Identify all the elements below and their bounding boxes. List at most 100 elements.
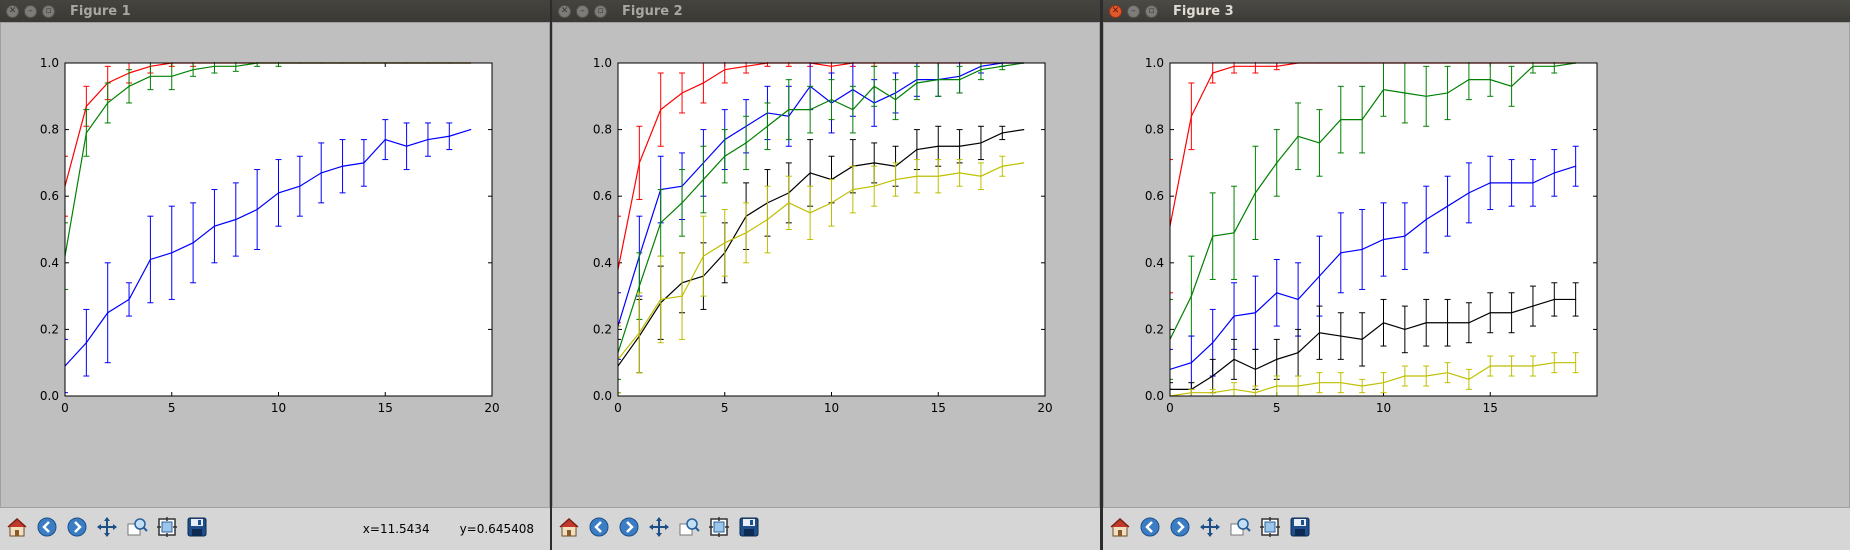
maximize-icon[interactable]: ▫ [42, 4, 55, 18]
navigation-toolbar [1103, 508, 1850, 550]
series-line-black [618, 129, 1024, 367]
series-blue [1170, 145, 1579, 390]
back-button[interactable] [34, 516, 60, 542]
figure-canvas[interactable]: 0 5 10 15 20 0.0 0.2 0.4 0.6 0.8 1.0 [0, 22, 550, 508]
title-bar[interactable]: ✕ – ▫ Figure 3 [1103, 0, 1850, 22]
forward-icon [1169, 516, 1191, 542]
zoom-button[interactable] [1227, 516, 1253, 542]
close-icon[interactable]: ✕ [1109, 4, 1122, 18]
series-line-blue [618, 62, 1024, 327]
series-yellow [618, 155, 1025, 394]
zoom-icon [678, 516, 700, 542]
home-button[interactable] [556, 516, 582, 542]
data-point [171, 75, 173, 77]
figure-canvas[interactable]: 0 5 10 15 0.0 0.2 0.4 0.6 0.8 1.0 [1103, 22, 1850, 508]
subplots-button[interactable] [706, 516, 732, 542]
figure-canvas[interactable]: 0 5 10 15 20 0.0 0.2 0.4 0.6 0.8 1.0 [552, 22, 1100, 508]
title-bar[interactable]: ✕ – ▫ Figure 2 [552, 0, 1100, 22]
maximize-icon[interactable]: ▫ [1145, 4, 1158, 18]
data-point [1340, 252, 1342, 254]
zoom-icon [1229, 516, 1251, 542]
pan-icon [96, 516, 118, 542]
minimize-icon[interactable]: – [576, 4, 589, 18]
forward-button[interactable] [1167, 516, 1193, 542]
forward-button[interactable] [616, 516, 642, 542]
data-point [788, 202, 790, 204]
cursor-coordinates [1054, 522, 1084, 536]
chart-2[interactable]: 0 5 10 15 20 0.0 0.2 0.4 0.6 0.8 1.0 [553, 23, 1099, 507]
home-button[interactable] [4, 516, 30, 542]
data-point [1254, 312, 1256, 314]
data-point [107, 102, 109, 104]
chart-1[interactable]: 0 5 10 15 20 0.0 0.2 0.4 0.6 0.8 1.0 [1, 23, 549, 507]
home-button[interactable] [1107, 516, 1133, 542]
y-tick-label: 0.4 [593, 256, 612, 270]
back-button[interactable] [1137, 516, 1163, 542]
data-point [980, 175, 982, 177]
data-point [959, 79, 961, 81]
data-point [1318, 382, 1321, 384]
data-point [1511, 312, 1513, 314]
data-point [638, 332, 640, 334]
back-button[interactable] [586, 516, 612, 542]
data-point [830, 65, 833, 67]
plot-area[interactable] [65, 63, 492, 396]
maximize-icon[interactable]: ▫ [594, 4, 607, 18]
data-point [916, 82, 918, 84]
data-point [1276, 385, 1278, 387]
data-point [681, 295, 683, 297]
minimize-icon[interactable]: – [24, 4, 37, 18]
figure-window-2[interactable]: ✕ – ▫ Figure 2 0 5 10 15 20 0.0 0.2 0.4 0.6 0.8 1.… [552, 0, 1100, 550]
minimize-icon[interactable]: – [1127, 4, 1140, 18]
close-icon[interactable]: ✕ [558, 4, 571, 18]
zoom-button[interactable] [124, 516, 150, 542]
save-button[interactable] [184, 516, 210, 542]
series-line-blue [65, 129, 471, 367]
data-point [830, 202, 833, 204]
x-tick-label: 10 [271, 401, 286, 415]
data-point [1575, 362, 1577, 364]
data-point [873, 85, 875, 87]
data-point [894, 99, 897, 101]
data-point [937, 175, 939, 177]
figure-window-3[interactable]: ✕ – ▫ Figure 3 0 5 10 15 0.0 0.2 0.4 0.6 0.8 1.0 [1103, 0, 1850, 550]
subplots-button[interactable] [1257, 516, 1283, 542]
cursor-x-readout: x=11.5434 [362, 522, 430, 536]
figure-window-1[interactable]: ✕ – ▫ Figure 1 0 5 10 15 20 0.0 0.2 0.4 0.6 0.8 1.… [0, 0, 550, 550]
forward-button[interactable] [64, 516, 90, 542]
x-tick-label: 5 [721, 401, 729, 415]
data-point [192, 69, 194, 71]
pan-button[interactable] [646, 516, 672, 542]
zoom-button[interactable] [676, 516, 702, 542]
title-bar[interactable]: ✕ – ▫ Figure 1 [0, 0, 550, 22]
data-point [1553, 362, 1555, 364]
data-point [1511, 85, 1513, 87]
close-icon[interactable]: ✕ [6, 4, 19, 18]
data-point [1340, 119, 1342, 121]
chart-3[interactable]: 0 5 10 15 0.0 0.2 0.4 0.6 0.8 1.0 [1104, 23, 1849, 507]
data-point [1446, 372, 1449, 374]
data-point [128, 85, 130, 87]
subplots-button[interactable] [154, 516, 180, 542]
save-button[interactable] [1287, 516, 1313, 542]
pan-icon [1199, 516, 1221, 542]
data-point [1318, 142, 1321, 144]
data-point [1276, 65, 1278, 67]
data-point [1023, 162, 1025, 164]
data-point [85, 342, 87, 344]
data-point [1212, 235, 1214, 237]
x-tick-label: 5 [1273, 401, 1281, 415]
data-point [406, 145, 408, 147]
data-point [873, 185, 875, 187]
data-point [1361, 338, 1363, 340]
data-point [1425, 375, 1427, 377]
pan-button[interactable] [94, 516, 120, 542]
data-point [1446, 322, 1449, 324]
save-button[interactable] [736, 516, 762, 542]
x-tick-label: 20 [1037, 401, 1052, 415]
data-point [1276, 292, 1278, 294]
pan-button[interactable] [1197, 516, 1223, 542]
x-tick-label: 15 [378, 401, 393, 415]
x-tick-label: 0 [61, 401, 69, 415]
y-tick-label: 0.0 [1145, 389, 1164, 403]
